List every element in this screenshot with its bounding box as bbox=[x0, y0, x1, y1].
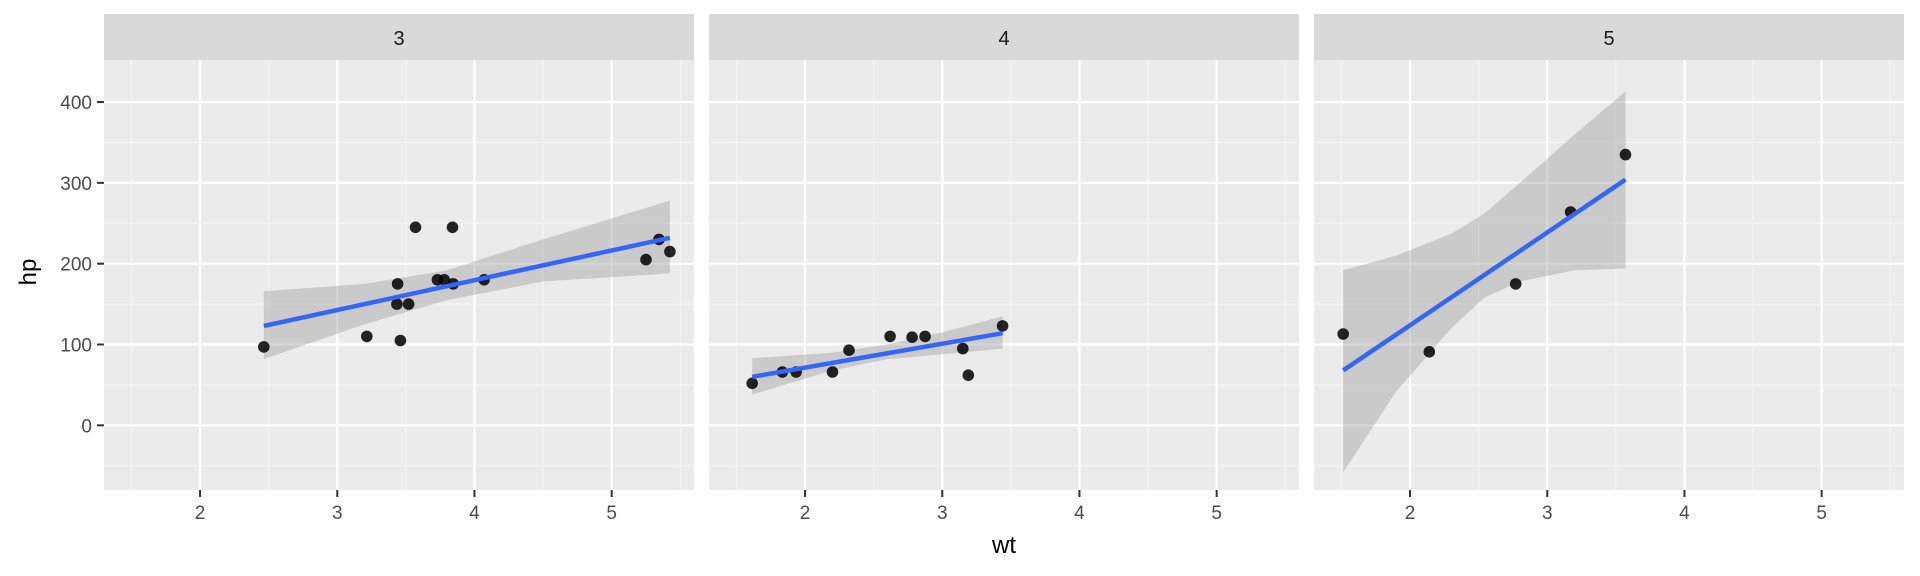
x-tick-label: 3 bbox=[332, 503, 343, 524]
y-tick-label: 100 bbox=[60, 336, 92, 357]
regression-line bbox=[751, 330, 1004, 380]
data-point bbox=[1509, 278, 1522, 290]
data-point bbox=[746, 377, 758, 390]
confidence-band bbox=[1343, 91, 1626, 473]
x-tick-label: 3 bbox=[1542, 503, 1553, 524]
data-point bbox=[402, 298, 415, 310]
data-point bbox=[361, 330, 373, 343]
y-tick-label: 0 bbox=[81, 416, 92, 437]
data-point bbox=[438, 274, 451, 286]
data-point bbox=[996, 320, 1009, 332]
panel-background bbox=[1314, 60, 1904, 490]
data-point bbox=[446, 221, 459, 234]
x-tick-label: 5 bbox=[1816, 503, 1827, 524]
facet-strip bbox=[1314, 14, 1904, 60]
data-point bbox=[826, 366, 839, 378]
facet-panel-3: 3 bbox=[104, 14, 694, 490]
data-point bbox=[1337, 328, 1349, 340]
x-tick-label: 2 bbox=[195, 503, 206, 524]
data-point bbox=[906, 331, 918, 344]
y-tick-label: 300 bbox=[60, 174, 92, 195]
data-point bbox=[391, 278, 404, 290]
data-point bbox=[962, 369, 975, 382]
x-tick-label: 4 bbox=[469, 503, 480, 524]
data-point bbox=[957, 342, 969, 355]
regression-line bbox=[263, 235, 671, 329]
panel-background bbox=[709, 60, 1299, 490]
facet-panel-4: 4 bbox=[709, 14, 1299, 490]
data-point bbox=[884, 330, 896, 343]
y-tick-label: 200 bbox=[60, 255, 92, 276]
y-axis: 0 100 200 300 400 bbox=[60, 93, 104, 437]
data-point bbox=[391, 298, 403, 310]
facet-strip-label: 4 bbox=[998, 28, 1009, 50]
x-tick-label: 5 bbox=[606, 503, 617, 524]
x-tick-label: 2 bbox=[1405, 503, 1416, 524]
panels-layer: 3 4 5 bbox=[104, 14, 1904, 490]
x-tick-label: 4 bbox=[1679, 503, 1690, 524]
panel-background bbox=[104, 60, 694, 490]
data-point bbox=[843, 344, 855, 357]
data-point bbox=[919, 330, 931, 343]
facet-strip bbox=[104, 14, 694, 60]
points bbox=[746, 320, 1009, 390]
facet-panel-5: 5 bbox=[1314, 14, 1904, 490]
y-tick-label: 400 bbox=[60, 93, 92, 114]
x-tick-label: 2 bbox=[800, 503, 811, 524]
facet-strip bbox=[709, 14, 1299, 60]
data-point bbox=[640, 253, 652, 266]
x-tick-label: 3 bbox=[937, 503, 948, 524]
data-point bbox=[258, 341, 270, 353]
x-tick-label: 4 bbox=[1074, 503, 1085, 524]
gridlines bbox=[1314, 60, 1904, 490]
x-axis-title: wt bbox=[991, 532, 1016, 559]
gridlines bbox=[104, 60, 694, 490]
data-point bbox=[394, 334, 407, 347]
regression-line bbox=[1341, 177, 1627, 373]
data-point bbox=[1619, 148, 1632, 161]
data-point bbox=[664, 245, 676, 258]
y-axis-title: hp bbox=[15, 259, 42, 286]
x-tick-label: 5 bbox=[1211, 503, 1222, 524]
points bbox=[258, 221, 676, 353]
facet-strip-label: 5 bbox=[1603, 28, 1614, 50]
facet-strip-label: 3 bbox=[393, 28, 404, 50]
data-point bbox=[409, 221, 422, 234]
x-axis: 2 3 4 5 2 3 4 5 2 3 4 5 bbox=[195, 490, 1827, 524]
data-point bbox=[1423, 346, 1436, 358]
gridlines bbox=[709, 60, 1299, 490]
